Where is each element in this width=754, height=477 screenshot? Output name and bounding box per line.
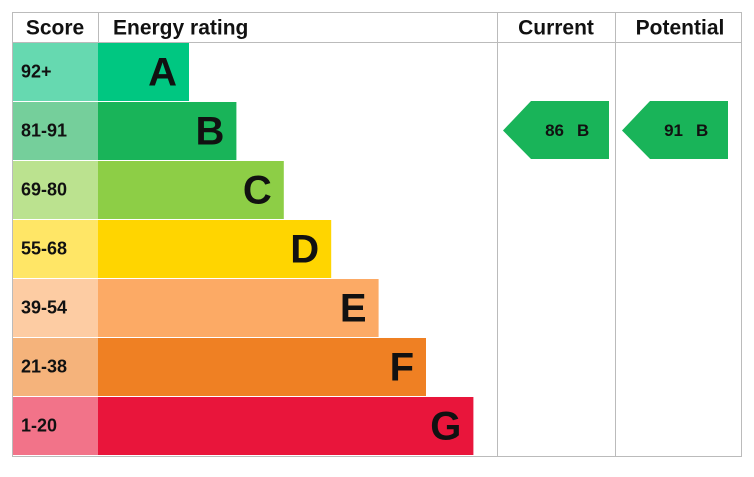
potential-header: Potential — [636, 17, 725, 40]
score-header: Score — [26, 17, 84, 40]
score-range: 1-20 — [21, 416, 57, 436]
score-cell — [13, 338, 98, 396]
rating-bar — [98, 279, 379, 337]
potential-arrow — [622, 101, 728, 159]
rating-letter: G — [430, 405, 461, 449]
rating-bar — [98, 338, 426, 396]
current-score: 86 — [545, 121, 564, 140]
rating-bar — [98, 161, 284, 219]
rating-header: Energy rating — [113, 17, 248, 40]
score-cell — [13, 43, 98, 101]
potential-score: 91 — [664, 121, 683, 140]
score-range: 92+ — [21, 62, 52, 82]
score-range: 55-68 — [21, 239, 67, 259]
rating-letter: F — [390, 346, 414, 390]
rating-bar — [98, 43, 189, 101]
current-arrow — [503, 101, 609, 159]
rating-letter: E — [340, 287, 367, 331]
score-cell — [13, 279, 98, 337]
score-cell — [13, 220, 98, 278]
score-cell — [13, 102, 98, 160]
rating-letter: B — [196, 110, 225, 154]
rating-letter: A — [148, 51, 177, 95]
rating-letter: D — [290, 228, 319, 272]
score-cell — [13, 397, 98, 455]
current-header: Current — [518, 17, 594, 40]
score-range: 39-54 — [21, 298, 67, 318]
score-cell — [13, 161, 98, 219]
rating-bar — [98, 102, 237, 160]
score-range: 81-91 — [21, 121, 67, 141]
score-range: 21-38 — [21, 357, 67, 377]
current-letter: B — [577, 121, 589, 140]
rating-bar — [98, 397, 474, 455]
frame — [12, 12, 742, 457]
rating-bar — [98, 220, 332, 278]
potential-letter: B — [696, 121, 708, 140]
rating-letter: C — [243, 169, 272, 213]
score-range: 69-80 — [21, 180, 67, 200]
